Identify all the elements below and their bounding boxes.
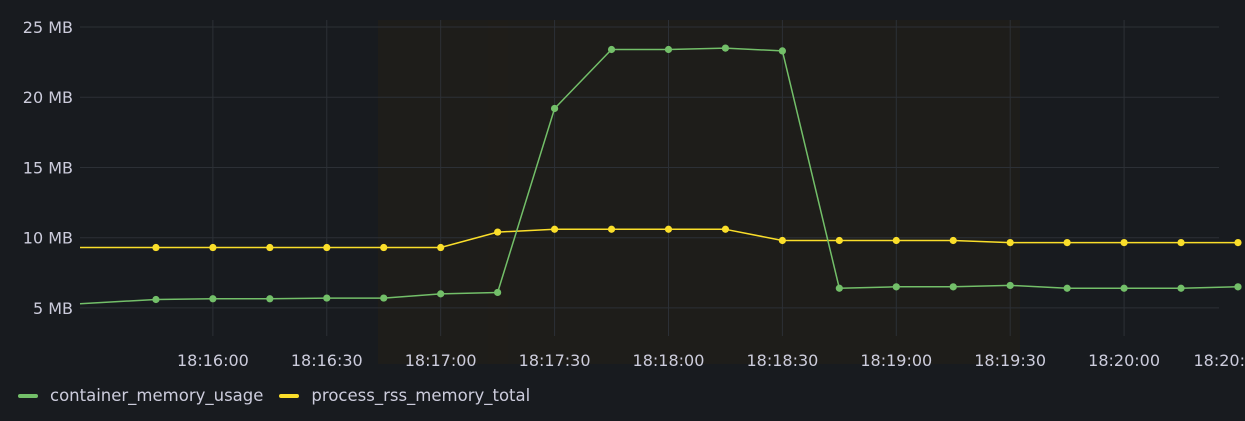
legend-label: container_memory_usage xyxy=(50,386,264,405)
legend-label: process_rss_memory_total xyxy=(311,386,531,405)
y-tick-label: 15 MB xyxy=(23,158,73,177)
data-point-process-rss-memory-total xyxy=(152,243,160,252)
data-point-process-rss-memory-total xyxy=(949,236,957,245)
data-point-container-memory-usage xyxy=(1063,284,1071,292)
x-tick-label: 18:19:00 xyxy=(860,351,932,370)
data-point-process-rss-memory-total xyxy=(892,236,900,245)
data-point-process-rss-memory-total xyxy=(1177,239,1185,247)
data-point-container-memory-usage xyxy=(1234,283,1242,291)
x-tick-label: 18:18:30 xyxy=(746,351,818,370)
data-point-process-rss-memory-total xyxy=(1063,239,1071,247)
x-tick-label: 18:17:30 xyxy=(519,351,591,370)
y-tick-label: 25 MB xyxy=(23,18,73,37)
data-point-process-rss-memory-total xyxy=(1234,239,1242,247)
y-axis: 5 MB 10 MB 15 MB 20 MB 25 MB xyxy=(23,18,73,318)
data-point-process-rss-memory-total xyxy=(721,225,730,233)
y-tick-label: 5 MB xyxy=(33,299,73,318)
data-point-container-memory-usage xyxy=(152,295,160,304)
data-point-process-rss-memory-total xyxy=(607,225,616,233)
highlight-region xyxy=(378,20,508,364)
x-tick-label: 18:18:00 xyxy=(633,351,705,370)
data-point-process-rss-memory-total xyxy=(266,243,274,252)
data-point-process-rss-memory-total xyxy=(778,236,786,245)
legend-item-process-rss-memory-total[interactable]: process_rss_memory_total xyxy=(279,386,530,405)
data-point-process-rss-memory-total xyxy=(1006,239,1014,247)
x-axis: 18:16:00 18:16:30 18:17:00 18:17:30 18:18:00… xyxy=(177,351,1245,370)
legend-item-container-memory-usage[interactable]: container_memory_usage xyxy=(18,386,263,405)
data-point-container-memory-usage xyxy=(1006,281,1014,290)
data-point-process-rss-memory-total xyxy=(209,243,217,252)
data-point-container-memory-usage xyxy=(778,47,786,55)
data-point-container-memory-usage xyxy=(607,45,616,54)
data-point-container-memory-usage xyxy=(209,295,217,303)
highlight-region xyxy=(488,20,775,364)
data-point-process-rss-memory-total xyxy=(323,243,331,252)
data-point-container-memory-usage xyxy=(664,45,673,54)
data-point-process-rss-memory-total xyxy=(380,243,388,252)
data-point-container-memory-usage xyxy=(1120,284,1128,292)
series-group xyxy=(79,44,1242,305)
x-tick-label: 18:16:00 xyxy=(177,351,249,370)
data-point-container-memory-usage xyxy=(550,104,559,113)
chart-legend: container_memory_usage process_rss_memor… xyxy=(18,386,530,405)
data-point-container-memory-usage xyxy=(835,284,843,292)
highlight-regions xyxy=(378,20,1020,364)
highlight-region xyxy=(775,20,880,364)
chart-grid xyxy=(80,20,1219,336)
data-point-container-memory-usage xyxy=(721,44,730,52)
data-point-process-rss-memory-total xyxy=(437,243,445,252)
data-point-container-memory-usage xyxy=(266,295,274,303)
x-tick-label: 18:16:30 xyxy=(291,351,363,370)
data-point-container-memory-usage xyxy=(949,283,957,291)
y-tick-label: 20 MB xyxy=(23,88,73,107)
legend-swatch-icon xyxy=(18,393,38,398)
data-point-container-memory-usage xyxy=(323,294,331,302)
data-point-container-memory-usage xyxy=(437,290,445,298)
data-point-process-rss-memory-total xyxy=(835,236,843,245)
x-tick-label: 18:17:00 xyxy=(405,351,477,370)
x-tick-label: 18:20:00 xyxy=(1088,351,1160,370)
data-point-process-rss-memory-total xyxy=(550,225,559,233)
legend-swatch-icon xyxy=(279,393,300,398)
y-tick-label: 10 MB xyxy=(23,229,73,248)
data-point-container-memory-usage xyxy=(380,294,388,302)
data-point-container-memory-usage xyxy=(892,283,900,291)
data-point-container-memory-usage xyxy=(494,288,502,297)
x-tick-label: 18:19:30 xyxy=(974,351,1046,370)
data-point-container-memory-usage xyxy=(1177,284,1185,292)
data-point-process-rss-memory-total xyxy=(1120,239,1128,247)
data-point-process-rss-memory-total xyxy=(494,228,502,236)
highlight-region xyxy=(880,20,1020,364)
x-tick-label: 18:20: xyxy=(1194,351,1245,370)
data-point-process-rss-memory-total xyxy=(664,225,673,233)
